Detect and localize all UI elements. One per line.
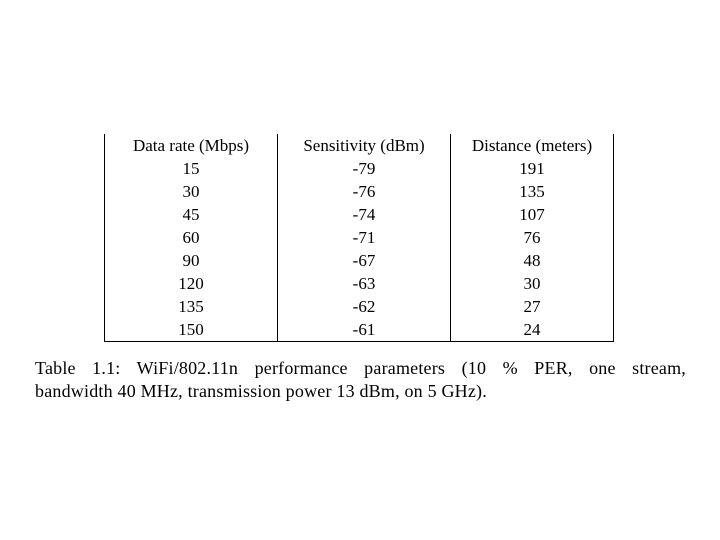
table-cell: -74	[277, 203, 451, 226]
table-cell: 135	[450, 180, 614, 203]
table-cell: -62	[277, 295, 451, 318]
table-cell: -63	[277, 272, 451, 295]
column-header-sensitivity: Sensitivity (dBm)	[277, 134, 451, 157]
table-row: 60 -71 76	[104, 226, 614, 249]
table-cell: 120	[104, 272, 278, 295]
table-row: 30 -76 135	[104, 180, 614, 203]
table-cell: 30	[450, 272, 614, 295]
table-cell: 24	[450, 318, 614, 342]
caption-line-1: Table 1.1: WiFi/802.11n performance para…	[35, 358, 686, 378]
table-cell: 27	[450, 295, 614, 318]
table-cell: -71	[277, 226, 451, 249]
table-cell: 30	[104, 180, 278, 203]
table-cell: -67	[277, 249, 451, 272]
table-cell: 135	[104, 295, 278, 318]
table-cell: -79	[277, 157, 451, 180]
table-cell: 15	[104, 157, 278, 180]
table-row: 150 -61 24	[104, 318, 614, 342]
table-row: 135 -62 27	[104, 295, 614, 318]
table-cell: 48	[450, 249, 614, 272]
table-row: 120 -63 30	[104, 272, 614, 295]
table-row: 45 -74 107	[104, 203, 614, 226]
table-row: 90 -67 48	[104, 249, 614, 272]
table-caption: Table 1.1: WiFi/802.11n performance para…	[35, 357, 686, 402]
table-row: 15 -79 191	[104, 157, 614, 180]
column-header-data-rate: Data rate (Mbps)	[104, 134, 278, 157]
table-cell: 76	[450, 226, 614, 249]
performance-table: Data rate (Mbps) Sensitivity (dBm) Dista…	[104, 134, 614, 342]
table-cell: 191	[450, 157, 614, 180]
column-header-distance: Distance (meters)	[450, 134, 614, 157]
table-cell: 60	[104, 226, 278, 249]
table-cell: 45	[104, 203, 278, 226]
table-cell: -61	[277, 318, 451, 342]
caption-line-2: bandwidth 40 MHz, transmission power 13 …	[35, 380, 487, 401]
table-header-row: Data rate (Mbps) Sensitivity (dBm) Dista…	[104, 134, 614, 157]
table-cell: 150	[104, 318, 278, 342]
table-cell: -76	[277, 180, 451, 203]
table-cell: 107	[450, 203, 614, 226]
table-cell: 90	[104, 249, 278, 272]
